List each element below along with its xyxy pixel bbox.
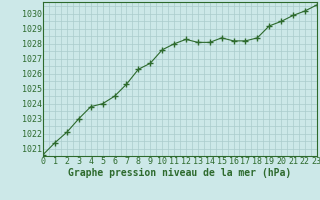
X-axis label: Graphe pression niveau de la mer (hPa): Graphe pression niveau de la mer (hPa)	[68, 168, 292, 178]
